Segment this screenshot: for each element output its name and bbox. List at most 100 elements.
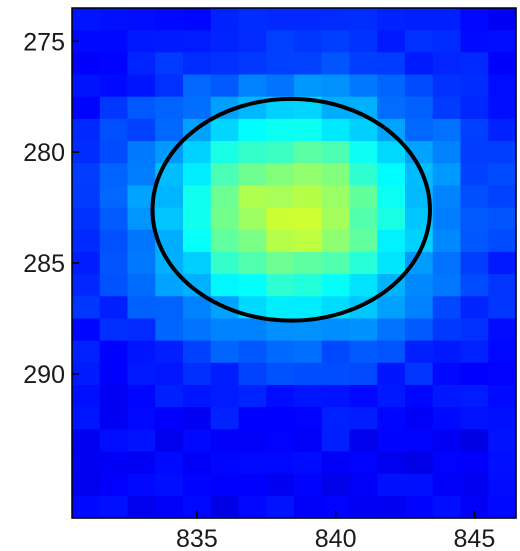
heatmap-cell: [377, 30, 406, 53]
heatmap-cell: [377, 451, 406, 475]
heatmap-cell: [321, 429, 351, 453]
heatmap-cell: [183, 429, 212, 453]
heatmap-cell: [183, 229, 212, 253]
heatmap-cell: [488, 318, 517, 342]
heatmap-cell: [99, 185, 129, 209]
heatmap-cell: [432, 229, 462, 253]
heatmap-cell: [488, 8, 517, 31]
heatmap-cell: [488, 74, 517, 98]
heatmap-cell: [321, 384, 351, 408]
heatmap-cell: [432, 118, 462, 142]
heatmap-cell: [405, 207, 434, 231]
heatmap-cell: [266, 207, 295, 231]
heatmap-cell: [294, 274, 323, 297]
heatmap-cell: [72, 362, 101, 386]
heatmap-cell: [127, 384, 156, 408]
heatmap-cell: [432, 185, 462, 209]
heatmap-cell: [183, 362, 212, 386]
x-tick-label: 835: [176, 525, 218, 551]
heatmap-cell: [238, 429, 267, 453]
heatmap-cell: [405, 296, 434, 320]
heatmap-cell: [294, 407, 323, 430]
heatmap-cell: [266, 96, 295, 120]
heatmap-cell: [321, 207, 351, 231]
heatmap-cell: [432, 274, 462, 297]
heatmap-cell: [405, 407, 434, 430]
heatmap-cell: [321, 30, 351, 53]
heatmap-cell: [488, 141, 517, 164]
heatmap-cell: [405, 74, 434, 98]
heatmap-cell: [321, 185, 351, 209]
heatmap-cell: [266, 429, 295, 453]
heatmap-cell: [127, 473, 156, 497]
heatmap-cell: [72, 207, 101, 231]
heatmap-cell: [349, 118, 378, 142]
x-tick-label: 845: [454, 525, 496, 551]
heatmap-cell: [488, 451, 517, 475]
heatmap-cell: [460, 340, 489, 364]
heatmap-cell: [99, 473, 129, 497]
heatmap-cell: [349, 229, 378, 253]
heatmap-cell: [238, 407, 267, 430]
heatmap-cell: [321, 141, 351, 164]
heatmap-cell: [321, 52, 351, 76]
heatmap-cell: [238, 141, 267, 164]
heatmap-cell: [238, 362, 267, 386]
heatmap-cell: [266, 229, 295, 253]
heatmap-cell: [432, 30, 462, 53]
heatmap-cell: [488, 52, 517, 76]
heatmap-cell: [377, 74, 406, 98]
heatmap-cell: [210, 251, 240, 275]
heatmap-cell: [72, 451, 101, 475]
heatmap-cell: [99, 118, 129, 142]
heatmap-cell: [405, 30, 434, 53]
heatmap-cell: [460, 318, 489, 342]
heatmap-cell: [238, 495, 267, 519]
heatmap-cell: [183, 74, 212, 98]
heatmap-cell: [99, 362, 129, 386]
heatmap-cell: [460, 429, 489, 453]
heatmap-cell: [294, 451, 323, 475]
heatmap-cell: [72, 8, 101, 31]
heatmap-cell: [183, 207, 212, 231]
heatmap-cell: [405, 251, 434, 275]
heatmap-cell: [349, 429, 378, 453]
heatmap-cell: [349, 407, 378, 430]
heatmap-cell: [210, 340, 240, 364]
heatmap-cell: [432, 163, 462, 186]
heatmap-cell: [155, 74, 184, 98]
heatmap-cell: [405, 495, 434, 519]
heatmap-cell: [377, 296, 406, 320]
heatmap-cell: [460, 251, 489, 275]
heatmap-cell: [155, 296, 184, 320]
heatmap-cell: [99, 8, 129, 31]
heatmap-cell: [460, 407, 489, 430]
heatmap-cell: [155, 384, 184, 408]
heatmap-cell: [460, 8, 489, 31]
heatmap-cell: [155, 30, 184, 53]
heatmap-cell: [460, 74, 489, 98]
heatmap-cell: [99, 407, 129, 430]
heatmap-cell: [72, 407, 101, 430]
y-tick-label: 280: [23, 139, 65, 167]
heatmap-cell: [183, 251, 212, 275]
heatmap-cell: [377, 251, 406, 275]
heatmap-cell: [238, 318, 267, 342]
heatmap-cell: [294, 141, 323, 164]
heatmap-cell: [432, 451, 462, 475]
heatmap-cell: [294, 8, 323, 31]
heatmap-cell: [405, 384, 434, 408]
heatmap-cell: [99, 318, 129, 342]
heatmap-cell: [155, 185, 184, 209]
heatmap-cell: [488, 495, 517, 519]
heatmap-cell: [349, 251, 378, 275]
heatmap-cell: [238, 185, 267, 209]
heatmap-cell: [127, 163, 156, 186]
heatmap-cell: [460, 229, 489, 253]
heatmap-cell: [210, 473, 240, 497]
heatmap-cell: [155, 407, 184, 430]
heatmap-cell: [349, 384, 378, 408]
heatmap-cell: [127, 52, 156, 76]
heatmap-cell: [266, 362, 295, 386]
